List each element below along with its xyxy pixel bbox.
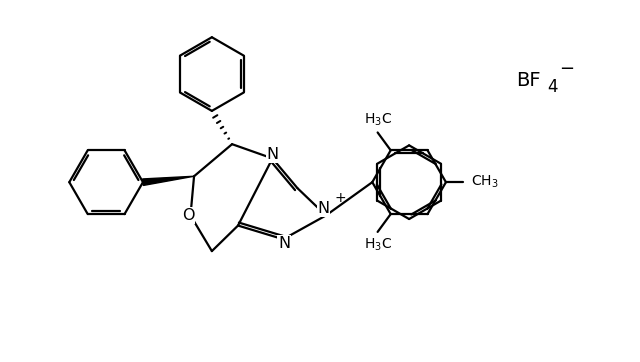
Text: H$_3$C: H$_3$C (364, 111, 392, 127)
Text: −: − (559, 60, 574, 78)
Text: CH$_3$: CH$_3$ (471, 174, 499, 190)
Text: N: N (278, 236, 291, 251)
Text: 4: 4 (547, 78, 557, 96)
Text: H$_3$C: H$_3$C (364, 237, 392, 253)
Text: BF: BF (516, 71, 541, 89)
Polygon shape (143, 176, 194, 185)
Text: +: + (334, 191, 346, 205)
Text: O: O (182, 208, 195, 223)
Text: N: N (266, 147, 278, 162)
Text: N: N (317, 201, 330, 216)
